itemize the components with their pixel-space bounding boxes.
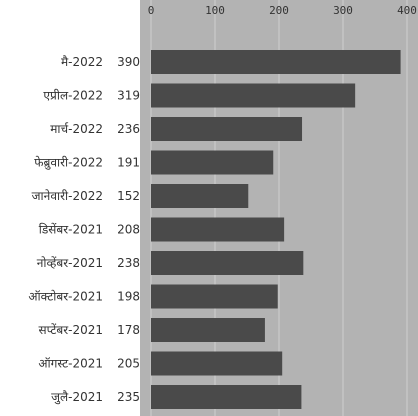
category-label: जुलै-2021 bbox=[51, 390, 103, 405]
value-label: 178 bbox=[117, 323, 140, 337]
bar bbox=[151, 351, 283, 376]
category-label: एप्रील-2022 bbox=[43, 89, 103, 103]
category-label: मार्च-2022 bbox=[50, 122, 103, 136]
value-label: 238 bbox=[117, 256, 140, 270]
bar bbox=[151, 217, 285, 242]
category-label: ऑगस्ट-2021 bbox=[38, 357, 103, 371]
bar bbox=[151, 284, 278, 309]
bars bbox=[151, 50, 401, 409]
category-label: फेब्रुवारी-2022 bbox=[34, 156, 103, 171]
x-axis-ticks: 0 100 200 300 400 bbox=[148, 4, 417, 17]
x-tick-label: 0 bbox=[148, 4, 155, 17]
value-label: 198 bbox=[117, 290, 140, 304]
bar bbox=[151, 117, 303, 141]
value-label: 319 bbox=[117, 89, 140, 103]
bar bbox=[151, 184, 249, 208]
category-label: ऑक्टोबर-2021 bbox=[28, 290, 103, 304]
bar bbox=[151, 251, 304, 275]
value-label: 152 bbox=[117, 189, 140, 203]
bar bbox=[151, 50, 401, 74]
x-tick-label: 200 bbox=[269, 4, 289, 17]
value-label: 191 bbox=[117, 156, 140, 170]
x-tick-label: 400 bbox=[397, 4, 417, 17]
bar bbox=[151, 385, 302, 409]
category-label: सप्टेंबर-2021 bbox=[38, 323, 103, 337]
category-label: जानेवारी-2022 bbox=[32, 189, 103, 203]
category-label: डिसेंबर-2021 bbox=[39, 223, 103, 237]
value-label: 236 bbox=[117, 122, 140, 136]
value-labels: 390 319 236 191 152 208 238 198 178 205 235 bbox=[117, 55, 140, 404]
value-label: 205 bbox=[117, 357, 140, 371]
category-label: नोव्हेंबर-2021 bbox=[37, 256, 103, 270]
category-labels: मै-2022 एप्रील-2022 मार्च-2022 फेब्रुवारी-2… bbox=[28, 55, 103, 405]
x-tick-label: 300 bbox=[333, 4, 353, 17]
bar bbox=[151, 318, 265, 342]
value-label: 390 bbox=[117, 55, 140, 69]
category-label: मै-2022 bbox=[61, 55, 103, 69]
value-label: 208 bbox=[117, 223, 140, 237]
value-label: 235 bbox=[117, 390, 140, 404]
bar bbox=[151, 83, 356, 108]
bar bbox=[151, 150, 274, 175]
x-tick-label: 100 bbox=[205, 4, 225, 17]
